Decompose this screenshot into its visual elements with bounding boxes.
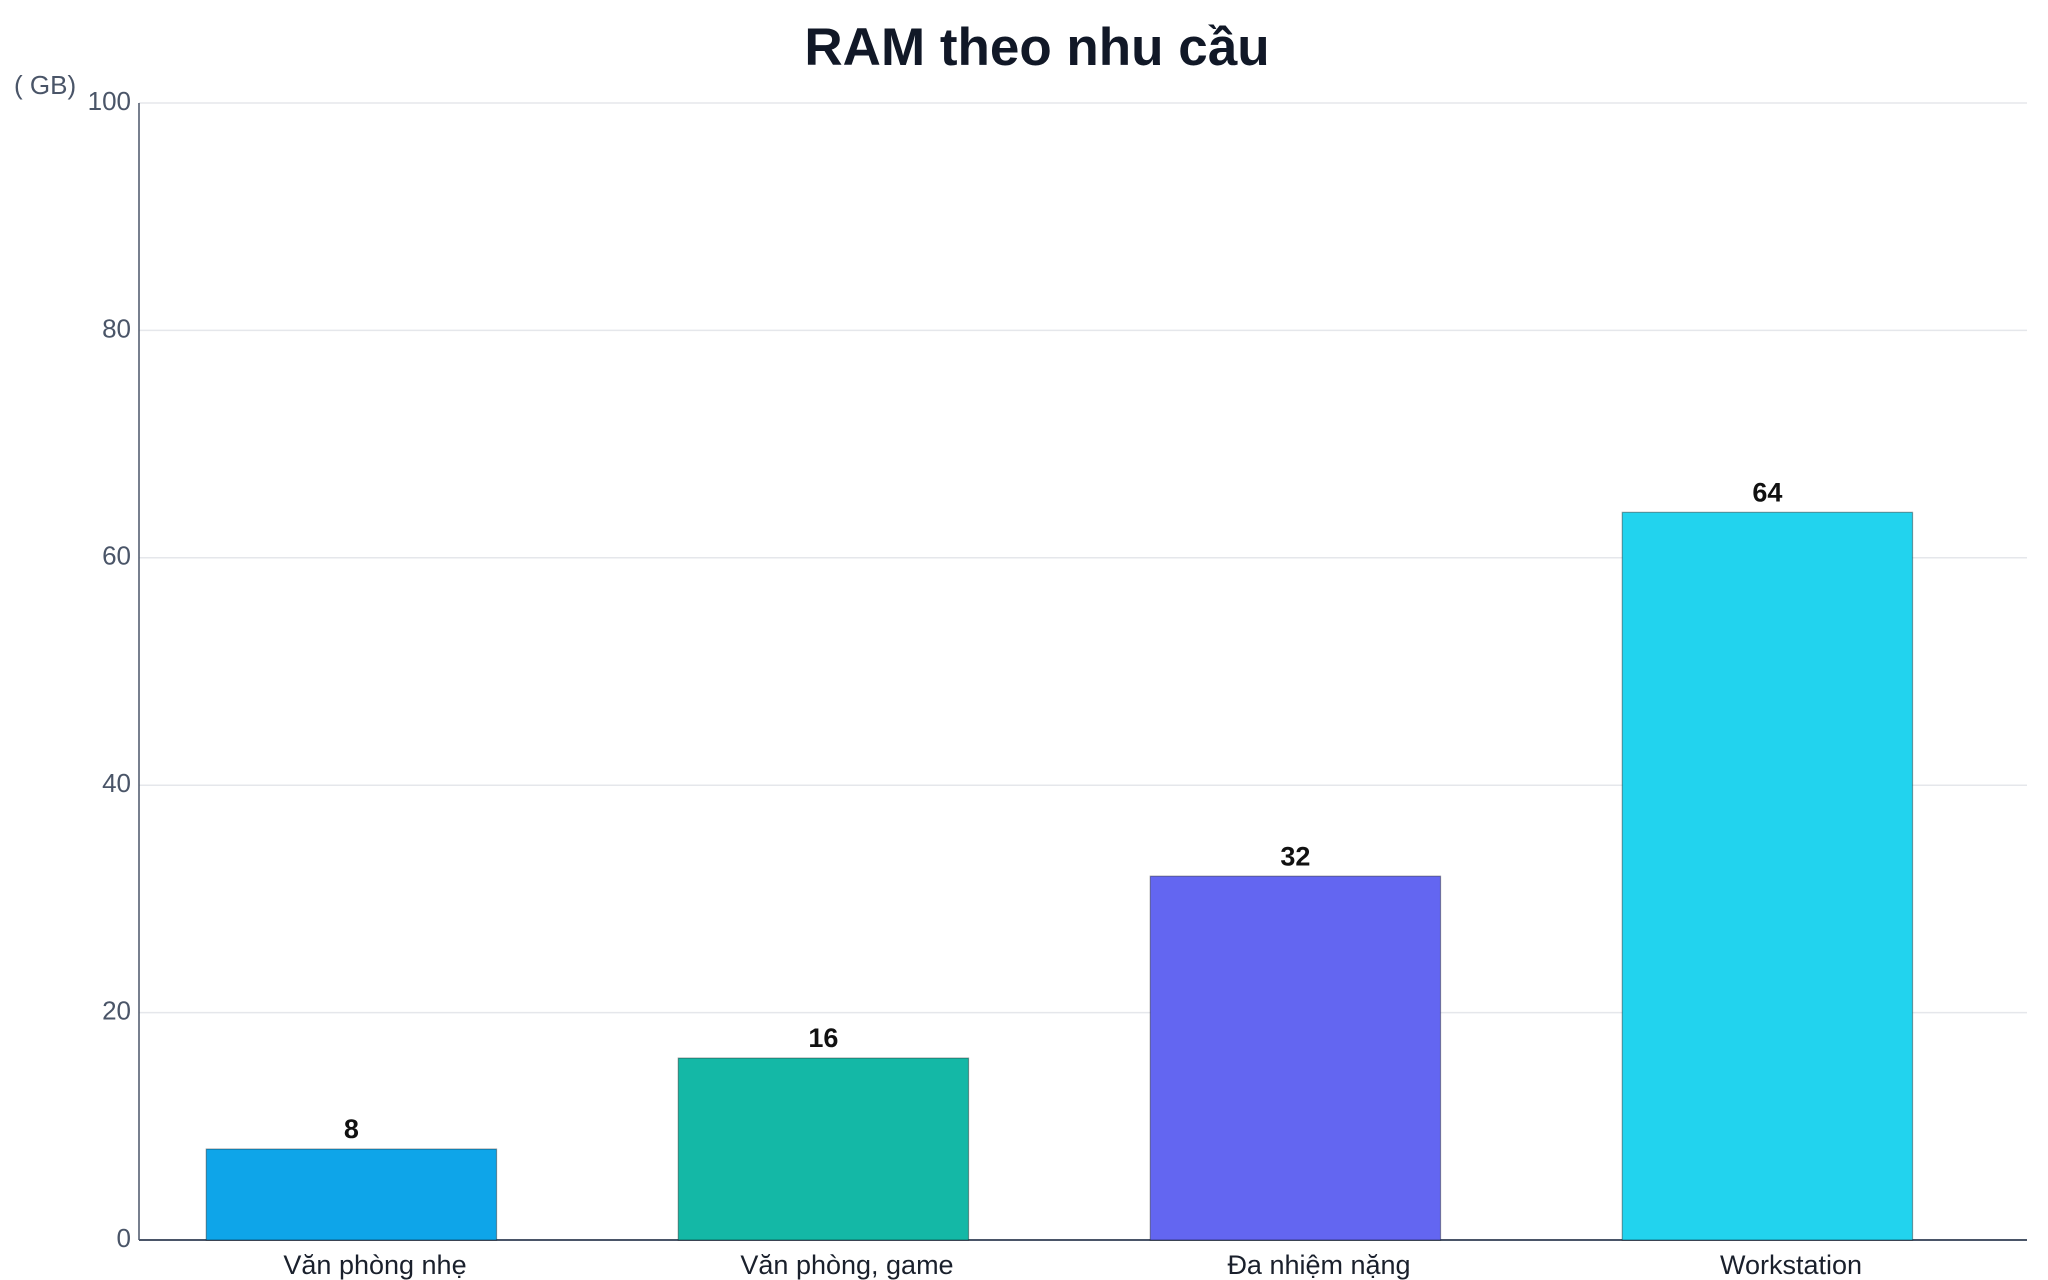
- x-tick-label: Workstation: [1720, 1250, 1862, 1280]
- x-tick-label: Văn phòng, game: [740, 1250, 953, 1280]
- y-tick-label: 100: [88, 86, 131, 116]
- x-tick-label: Đa nhiệm nặng: [1227, 1250, 1410, 1280]
- x-tick-label: Văn phòng nhẹ: [283, 1250, 466, 1280]
- y-tick-label: 60: [102, 541, 131, 571]
- bar: [1621, 511, 1914, 1241]
- value-label: 8: [344, 1114, 359, 1144]
- chart-title: RAM theo nhu cầu: [804, 18, 1269, 77]
- bar: [205, 1148, 498, 1241]
- bar: [677, 1057, 970, 1241]
- y-tick-label: 0: [117, 1223, 131, 1253]
- y-tick-label: 80: [102, 313, 131, 343]
- value-label: 32: [1280, 841, 1310, 871]
- y-tick-label: 40: [102, 768, 131, 798]
- y-axis-label: ( GB): [14, 70, 76, 100]
- y-tick-label: 20: [102, 995, 131, 1025]
- value-label: 64: [1752, 477, 1782, 507]
- value-label: 16: [808, 1023, 838, 1053]
- bar: [1149, 875, 1442, 1241]
